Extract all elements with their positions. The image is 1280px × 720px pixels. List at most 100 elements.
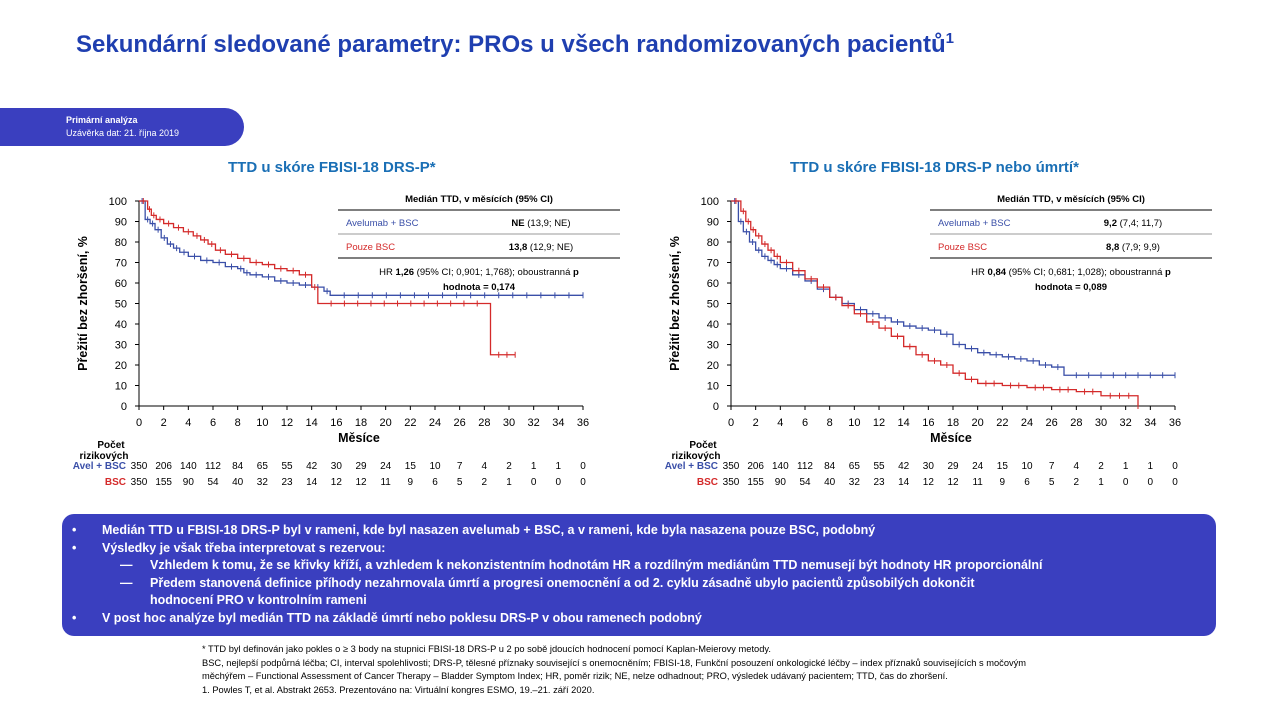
x-tick-label: 30	[1095, 417, 1107, 429]
y-tick-label: 90	[115, 217, 127, 229]
hazard-ratio: HR 0,84 (95% CI; 0,681; 1,028); oboustra…	[971, 267, 1171, 278]
panel2-title: TTD u skóre FBISI-18 DRS-P nebo úmrtí*	[790, 159, 1079, 176]
y-tick-label: 70	[707, 258, 719, 270]
risk-value-arm2: 2	[1074, 477, 1080, 488]
risk-value-arm2: 0	[1123, 477, 1129, 488]
x-tick-label: 24	[1021, 417, 1033, 429]
y-tick-label: 20	[707, 360, 719, 372]
y-tick-label: 30	[115, 340, 127, 352]
risk-value-arm1: 65	[257, 461, 269, 472]
risk-value-arm1: 42	[898, 461, 910, 472]
panel1-title: TTD u skóre FBISI-18 DRS-P*	[228, 159, 436, 176]
risk-value-arm2: 6	[432, 477, 438, 488]
analysis-badge: Primární analýza Uzávěrka dat: 21. října…	[0, 108, 244, 146]
x-tick-label: 26	[1046, 417, 1058, 429]
footnotes: * TTD byl definován jako pokles o ≥ 3 bo…	[202, 643, 1222, 697]
bullet-item: — Předem stanovená definice příhody nezah…	[72, 575, 1216, 593]
risk-value-arm2: 0	[531, 477, 537, 488]
risk-value-arm2: 14	[898, 477, 910, 488]
x-tick-label: 8	[235, 417, 241, 429]
risk-value-arm1: 30	[923, 461, 935, 472]
bullet-marker: •	[72, 610, 77, 625]
y-tick-label: 80	[115, 237, 127, 249]
risk-value-arm1: 350	[131, 461, 148, 472]
x-tick-label: 32	[528, 417, 540, 429]
x-tick-label: 14	[898, 417, 910, 429]
bullet-item: — Vzhledem k tomu, že se křivky kříží, a …	[72, 557, 1216, 575]
risk-value-arm2: 12	[355, 477, 367, 488]
x-tick-label: 30	[503, 417, 515, 429]
x-tick-label: 16	[922, 417, 934, 429]
risk-value-arm2: 11	[380, 477, 391, 488]
risk-value-arm2: 0	[580, 477, 586, 488]
risk-value-arm2: 6	[1024, 477, 1030, 488]
risk-value-arm1: 0	[1172, 461, 1178, 472]
risk-value-arm1: 1	[1148, 461, 1154, 472]
x-tick-label: 22	[404, 417, 416, 429]
y-tick-label: 100	[701, 196, 719, 208]
risk-value-arm1: 24	[380, 461, 392, 472]
bullet-text: Výsledky je však třeba interpretovat s r…	[102, 540, 386, 555]
y-tick-label: 0	[713, 401, 719, 413]
x-tick-label: 4	[185, 417, 191, 429]
risk-value-arm1: 30	[331, 461, 343, 472]
risk-value-arm2: 23	[873, 477, 885, 488]
bullet-text: hodnocení PRO v kontrolním rameni	[150, 593, 367, 607]
p-value: hodnota = 0,089	[1035, 282, 1107, 293]
risk-value-arm2: 350	[131, 477, 148, 488]
y-tick-label: 60	[707, 278, 719, 290]
bullet-item: • Výsledky je však třeba interpretovat s …	[72, 540, 1216, 558]
x-tick-label: 24	[429, 417, 441, 429]
y-tick-label: 10	[707, 381, 719, 393]
risk-value-arm2: 12	[923, 477, 935, 488]
y-tick-label: 10	[115, 381, 127, 393]
risk-value-arm1: 0	[580, 461, 586, 472]
arm2-median: 13,8 (12,9; NE)	[509, 242, 573, 253]
risk-value-arm1: 206	[155, 461, 172, 472]
bullet-text: Medián TTD u FBISI-18 DRS-P byl v rameni…	[102, 523, 876, 537]
bullet-text: Vzhledem k tomu, že se křivky kříží, a v…	[150, 558, 1043, 572]
risk-value-arm2: 1	[1098, 477, 1104, 488]
x-tick-label: 20	[972, 417, 984, 429]
key-findings-box: • Medián TTD u FBISI-18 DRS-P byl v ramen…	[62, 514, 1216, 636]
x-tick-label: 16	[330, 417, 342, 429]
risk-value-arm1: 84	[824, 461, 836, 472]
risk-value-arm1: 84	[232, 461, 244, 472]
arm1-median: NE (13,9; NE)	[511, 218, 570, 229]
x-tick-label: 26	[454, 417, 466, 429]
bullet-marker: •	[72, 523, 77, 537]
x-tick-label: 12	[281, 417, 293, 429]
risk-value-arm2: 2	[482, 477, 488, 488]
risk-value-arm2: 90	[775, 477, 787, 488]
risk-value-arm1: 65	[849, 461, 861, 472]
title-reference: 1	[945, 30, 954, 47]
x-tick-label: 6	[210, 417, 216, 429]
risk-arm2-label: BSC	[697, 477, 718, 488]
badge-line1: Primární analýza	[66, 115, 138, 125]
arm2-label: Pouze BSC	[346, 242, 395, 253]
risk-value-arm2: 0	[556, 477, 562, 488]
x-tick-label: 14	[306, 417, 318, 429]
risk-value-arm1: 55	[281, 461, 293, 472]
risk-arm2-label: BSC	[105, 477, 126, 488]
y-tick-label: 90	[707, 217, 719, 229]
dash-marker: —	[120, 558, 133, 572]
table-header: Medián TTD, v měsících (95% CI)	[997, 194, 1145, 205]
risk-table-label: Počet rizikových	[672, 440, 721, 462]
footnote-4: 1. Powles T, et al. Abstrakt 2653. Preze…	[202, 684, 595, 695]
risk-value-arm2: 0	[1172, 477, 1178, 488]
x-tick-label: 8	[827, 417, 833, 429]
risk-value-arm2: 1	[506, 477, 512, 488]
risk-value-arm1: 10	[429, 461, 441, 472]
risk-value-arm2: 155	[747, 477, 764, 488]
risk-value-arm1: 1	[556, 461, 562, 472]
footnote-2: BSC, nejlepší podpůrná léčba; CI, interv…	[202, 657, 1027, 668]
risk-value-arm1: 15	[405, 461, 417, 472]
risk-value-arm1: 15	[997, 461, 1009, 472]
x-axis-title: Měsíce	[930, 431, 972, 445]
footnote-1: * TTD byl definován jako pokles o ≥ 3 bo…	[202, 644, 771, 654]
x-tick-label: 0	[136, 417, 142, 429]
risk-value-arm1: 140	[180, 461, 197, 472]
arm2-label: Pouze BSC	[938, 242, 987, 253]
